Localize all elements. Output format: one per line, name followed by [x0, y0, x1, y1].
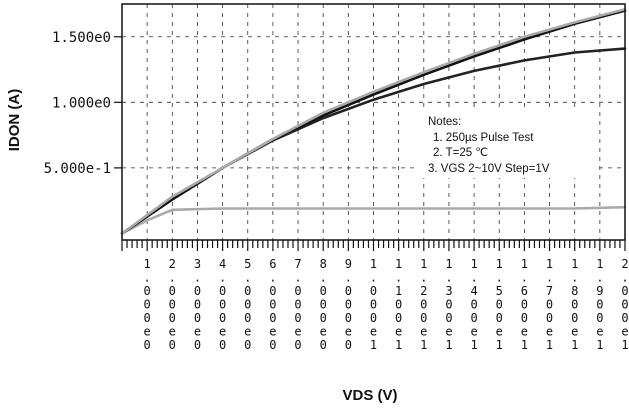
notes-line-1: 1. 250µs Pulse Test — [433, 132, 534, 144]
series-lines — [120, 7, 627, 235]
series-line-4 — [120, 7, 627, 235]
notes-title: Notes: — [428, 116, 461, 128]
y-axis-title: IDON (A) — [6, 89, 23, 152]
notes-line-2: 2. T=25 ℃ — [433, 147, 488, 159]
y-tick-label-2: 1.000e0 — [52, 95, 111, 111]
axis-ticks — [114, 36, 626, 251]
x-axis-title: VDS (V) — [342, 387, 397, 404]
series-line-1 — [120, 205, 627, 235]
y-tick-label-1: 5.000e-1 — [44, 161, 111, 177]
tick-labels: 1. 0 0 0 e 0 2. 0 0 0 e 0 3. 0 0 0 e 0 4. 0 0 0 e 0 5. 0 0 0 e 0 6. 0 0 0… — [44, 30, 629, 352]
notes-background — [418, 108, 596, 178]
notes-line-3: 3. VGS 2~10V Step=1V — [428, 163, 550, 175]
notes-box: Notes: 1. 250µs Pulse Test 2. T=25 ℃ 3. … — [418, 108, 596, 178]
y-tick-label-3: 1.500e0 — [52, 30, 111, 46]
